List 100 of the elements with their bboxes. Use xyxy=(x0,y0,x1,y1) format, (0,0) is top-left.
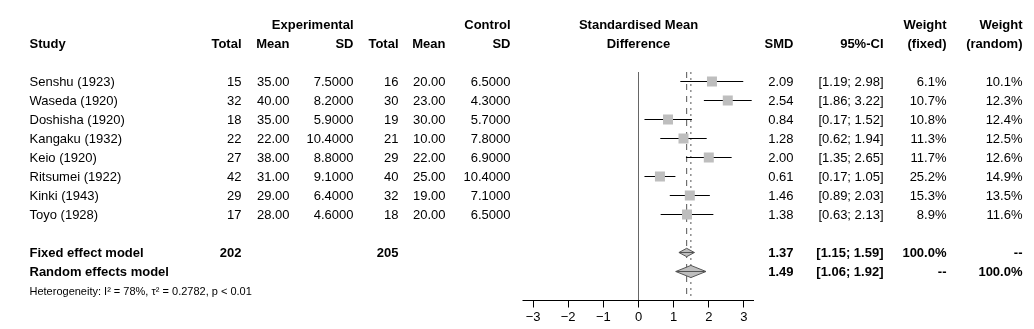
text: 10.1% xyxy=(985,74,1023,89)
text: Total xyxy=(211,36,242,51)
x-tick-label: 2 xyxy=(705,308,713,324)
x-tick-label: −2 xyxy=(560,308,576,324)
text: 18 xyxy=(384,207,399,222)
text: 6.9000 xyxy=(470,150,511,165)
text: SMD xyxy=(764,36,794,51)
point xyxy=(663,114,674,125)
text: Weight xyxy=(979,17,1024,32)
x-tick-label: −3 xyxy=(525,308,541,324)
text: [0.89; 2.03] xyxy=(818,188,884,203)
text: 5.9000 xyxy=(313,112,354,127)
text: 2.09 xyxy=(768,74,794,89)
text: 30.00 xyxy=(412,112,446,127)
text: 15 xyxy=(227,74,242,89)
text: Weight xyxy=(903,17,948,32)
text: 4.3000 xyxy=(470,93,511,108)
text: [1.06; 1.92] xyxy=(816,264,884,279)
text: 12.4% xyxy=(985,112,1023,127)
text: 10.4000 xyxy=(306,131,354,146)
point xyxy=(703,152,714,163)
text: 1.28 xyxy=(768,131,794,146)
text: [1.86; 3.22] xyxy=(818,93,884,108)
text: 1.49 xyxy=(768,264,794,279)
text: Total xyxy=(368,36,399,51)
text: 29.00 xyxy=(256,188,290,203)
text: 25.00 xyxy=(412,169,446,184)
text: Control xyxy=(464,17,511,32)
text: 6.1% xyxy=(916,74,947,89)
text: [0.17; 1.52] xyxy=(818,112,884,127)
text: 10.4000 xyxy=(463,169,511,184)
text: 40.00 xyxy=(256,93,290,108)
text: 40 xyxy=(384,169,399,184)
point xyxy=(684,190,695,201)
text: 29 xyxy=(227,188,242,203)
text: Mean xyxy=(412,36,446,51)
text: SD xyxy=(492,36,511,51)
text: 10.00 xyxy=(412,131,446,146)
text: 21 xyxy=(384,131,399,146)
text: 18 xyxy=(227,112,242,127)
text: 205 xyxy=(376,245,399,260)
text: 0.61 xyxy=(768,169,794,184)
text: [0.62; 1.94] xyxy=(818,131,884,146)
text: 35.00 xyxy=(256,112,290,127)
text: 16 xyxy=(384,74,399,89)
point xyxy=(654,171,665,182)
x-tick-label: 1 xyxy=(670,308,678,324)
text: Heterogeneity: I² = 78%, τ² = 0.2782, p < 0.01 xyxy=(29,284,252,297)
text: 100.0% xyxy=(902,245,947,260)
text: 30 xyxy=(384,93,399,108)
text: Doshisha (1920) xyxy=(29,112,125,127)
text: 2.00 xyxy=(768,150,794,165)
text: Random effects model xyxy=(29,264,169,279)
text: Study xyxy=(29,36,67,51)
text: 12.6% xyxy=(985,150,1023,165)
text: 1.46 xyxy=(768,188,794,203)
text: 1.37 xyxy=(768,245,794,260)
text: [0.63; 2.13] xyxy=(818,207,884,222)
point xyxy=(682,209,693,220)
text: Mean xyxy=(256,36,290,51)
text: 32 xyxy=(384,188,399,203)
text: [1.15; 1.59] xyxy=(816,245,884,260)
text: 38.00 xyxy=(256,150,290,165)
text: Toyo (1928) xyxy=(29,207,99,222)
text: (fixed) xyxy=(907,36,947,51)
text: 25.2% xyxy=(909,169,947,184)
text: Experimental xyxy=(271,17,354,32)
text: -- xyxy=(1013,245,1023,260)
x-tick-label: 3 xyxy=(740,308,748,324)
text: Kinki (1943) xyxy=(29,188,99,203)
text: Difference xyxy=(606,36,671,51)
text: 100.0% xyxy=(978,264,1023,279)
text: 11.6% xyxy=(986,207,1023,222)
text: 95%-CI xyxy=(840,36,884,51)
text: 10.8% xyxy=(909,112,947,127)
text: Kangaku (1932) xyxy=(29,131,123,146)
text: [0.17; 1.05] xyxy=(818,169,884,184)
text: 8.2000 xyxy=(313,93,354,108)
text: 12.3% xyxy=(985,93,1023,108)
text: 27 xyxy=(227,150,242,165)
text: 6.5000 xyxy=(470,207,511,222)
text: 22.00 xyxy=(256,131,290,146)
text: 19.00 xyxy=(412,188,446,203)
text: 0.84 xyxy=(768,112,794,127)
text: 15.3% xyxy=(909,188,947,203)
text: 7.5000 xyxy=(313,74,354,89)
text: 8.8000 xyxy=(313,150,354,165)
text: 6.4000 xyxy=(313,188,354,203)
text: Keio (1920) xyxy=(29,150,97,165)
text: 8.9% xyxy=(916,207,947,222)
text: 13.5% xyxy=(985,188,1023,203)
text: 22.00 xyxy=(412,150,446,165)
point xyxy=(706,76,717,87)
text: [1.35; 2.65] xyxy=(818,150,884,165)
text: Waseda (1920) xyxy=(29,93,118,108)
text: 20.00 xyxy=(412,207,446,222)
text: 31.00 xyxy=(256,169,290,184)
text: 6.5000 xyxy=(470,74,511,89)
text: Standardised Mean xyxy=(578,17,699,32)
text: 42 xyxy=(227,169,242,184)
